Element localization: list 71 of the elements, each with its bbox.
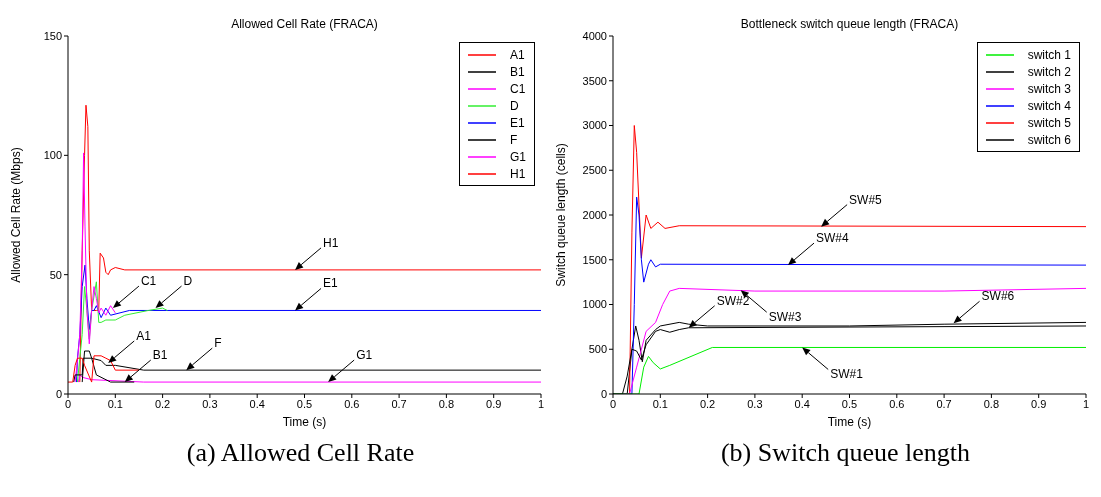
annotation: SW#5 bbox=[849, 192, 883, 207]
annotation: A1 bbox=[136, 328, 152, 343]
text: (a) Allowed Cell Rate bbox=[185, 438, 416, 468]
y-tick-label: 1500 bbox=[582, 253, 607, 266]
x-tick-label: 0.3 bbox=[202, 397, 218, 410]
annotation: SW#6 bbox=[981, 289, 1015, 304]
x-tick-label: 0.7 bbox=[391, 397, 407, 410]
legend-label: H1 bbox=[509, 166, 526, 181]
legend-label: switch 4 bbox=[1027, 98, 1071, 113]
x-tick-label: 0 bbox=[64, 397, 72, 410]
chart-title: Allowed Cell Rate (FRACA) bbox=[231, 17, 378, 31]
annotation: SW#3 bbox=[768, 310, 802, 325]
x-tick-label: 0.8 bbox=[438, 397, 455, 410]
x-tick-label: 0.9 bbox=[1031, 397, 1047, 410]
chart-title: Bottleneck switch queue length (FRACA) bbox=[740, 17, 959, 31]
x-tick-label: 0.1 bbox=[652, 397, 668, 410]
legend-label: switch 1 bbox=[1027, 47, 1071, 62]
y-tick-label: 3000 bbox=[582, 119, 607, 132]
annotation: SW#4 bbox=[816, 231, 850, 246]
legend-label: G1 bbox=[509, 149, 526, 164]
annotation: F bbox=[214, 336, 222, 351]
y-tick-label: 2000 bbox=[582, 208, 607, 221]
legend-label: switch 2 bbox=[1027, 64, 1071, 79]
annotation: D bbox=[183, 274, 193, 289]
annotation: SW#1 bbox=[830, 367, 864, 382]
x-tick-label: 1 bbox=[537, 397, 545, 410]
y-tick-label: 1000 bbox=[582, 298, 607, 311]
x-axis-title: Time (s) bbox=[282, 415, 327, 429]
y-tick-label: 100 bbox=[43, 149, 62, 162]
annotation: C1 bbox=[140, 274, 157, 289]
x-tick-label: 0.2 bbox=[154, 397, 171, 410]
x-tick-label: 0.6 bbox=[344, 397, 360, 410]
legend-label: switch 3 bbox=[1027, 81, 1071, 96]
x-tick-label: 0.6 bbox=[889, 397, 905, 410]
annotation: E1 bbox=[323, 276, 339, 291]
y-tick-label: 3500 bbox=[582, 74, 607, 87]
legend-label: B1 bbox=[509, 64, 525, 79]
y-tick-label: 0 bbox=[600, 387, 607, 400]
x-axis-title: Time (s) bbox=[827, 415, 872, 429]
x-tick-label: 0.4 bbox=[249, 397, 265, 410]
annotation: G1 bbox=[356, 348, 373, 363]
y-tick-label: 0 bbox=[55, 387, 62, 400]
annotation: H1 bbox=[323, 235, 339, 250]
legend-label: C1 bbox=[509, 81, 526, 96]
y-tick-label: 2500 bbox=[582, 164, 607, 177]
y-axis-title: Switch queue length (cells) bbox=[554, 143, 569, 287]
x-tick-label: 0.5 bbox=[296, 397, 313, 410]
y-tick-label: 4000 bbox=[582, 29, 607, 42]
x-tick-label: 0.2 bbox=[699, 397, 716, 410]
legend-label: D bbox=[509, 98, 519, 113]
annotation: SW#2 bbox=[716, 293, 750, 308]
x-tick-label: 0.4 bbox=[794, 397, 810, 410]
x-tick-label: 0.3 bbox=[747, 397, 763, 410]
x-tick-label: 0 bbox=[609, 397, 617, 410]
legend-label: A1 bbox=[509, 47, 525, 62]
legend-label: E1 bbox=[509, 115, 525, 130]
y-axis-title: Allowed Cell Rate (Mbps) bbox=[9, 147, 24, 283]
legend-label: switch 5 bbox=[1027, 115, 1071, 130]
legend-label: switch 6 bbox=[1027, 132, 1071, 147]
x-tick-label: 0.8 bbox=[983, 397, 1000, 410]
y-tick-label: 150 bbox=[43, 29, 62, 42]
x-tick-label: 0.5 bbox=[841, 397, 858, 410]
annotation: B1 bbox=[152, 348, 168, 363]
x-tick-label: 1 bbox=[1082, 397, 1090, 410]
text: (b) Switch queue length bbox=[719, 438, 972, 468]
x-tick-label: 0.1 bbox=[107, 397, 123, 410]
y-tick-label: 50 bbox=[49, 268, 62, 281]
y-tick-label: 500 bbox=[588, 343, 607, 356]
x-tick-label: 0.7 bbox=[936, 397, 952, 410]
legend-label: F bbox=[509, 132, 518, 147]
x-tick-label: 0.9 bbox=[486, 397, 502, 410]
